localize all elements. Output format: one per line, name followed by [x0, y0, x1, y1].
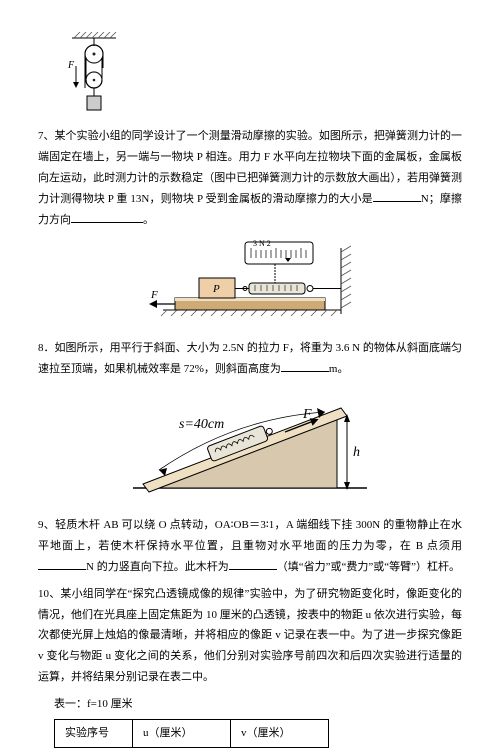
question-7: 7、某个实验小组的同学设计了一个测量滑动摩擦的实验。如图所示，把弹簧测力计的一端… — [38, 126, 462, 230]
q9-tail: （填“省力”或“费力”或“等臂”）杠杆。 — [277, 561, 460, 573]
q8-text: 8．如图所示，用平行于斜面、大小为 2.5N 的拉力 F，将重为 3.6 N 的… — [38, 342, 462, 375]
label-h: h — [353, 445, 360, 460]
label-F: F — [67, 60, 75, 71]
table-header-1: 实验序号 — [55, 720, 133, 748]
figure-q7-plate: P — [38, 236, 462, 332]
figure-q8-incline: s=40cm F h — [38, 386, 462, 509]
q7-blank-1 — [373, 191, 421, 202]
q9-blank-1 — [38, 559, 86, 570]
table-1: 实验序号 u（厘米） v（厘米） — [54, 719, 329, 748]
table-header-3: v（厘米） — [231, 720, 329, 748]
q8-blank — [281, 361, 329, 372]
question-10: 10、某小组同学在“探究凸透镜成像的规律”实验中，为了研究物距变化时，像距变化的… — [38, 584, 462, 688]
table-header-2: u（厘米） — [133, 720, 231, 748]
label-P: P — [212, 283, 220, 295]
q7-blank-2 — [71, 212, 143, 223]
q10-text: 10、某小组同学在“探究凸透镜成像的规律”实验中，为了研究物距变化时，像距变化的… — [38, 588, 462, 684]
table-row: 实验序号 u（厘米） v（厘米） — [55, 720, 329, 748]
label-F3: F — [302, 407, 312, 422]
table-caption: 表一：f=10 厘米 — [54, 694, 462, 715]
scale-reading: 3 N 2 — [253, 239, 271, 248]
figure-q7-pulley: F — [66, 32, 462, 118]
q9-blank-2 — [229, 559, 277, 570]
label-s: s=40cm — [179, 417, 224, 432]
q9-text: 9、轻质木杆 AB 可以绕 O 点转动，OA∶OB＝3∶1，A 端细线下挂 30… — [38, 519, 462, 552]
question-8: 8．如图所示，用平行于斜面、大小为 2.5N 的拉力 F，将重为 3.6 N 的… — [38, 338, 462, 380]
q7-tail: 。 — [143, 214, 154, 226]
q8-unit: m。 — [329, 363, 349, 375]
q9-mid: N 的力竖直向下拉。此木杆为 — [86, 561, 229, 573]
label-F2: F — [150, 289, 158, 301]
question-9: 9、轻质木杆 AB 可以绕 O 点转动，OA∶OB＝3∶1，A 端细线下挂 30… — [38, 515, 462, 578]
